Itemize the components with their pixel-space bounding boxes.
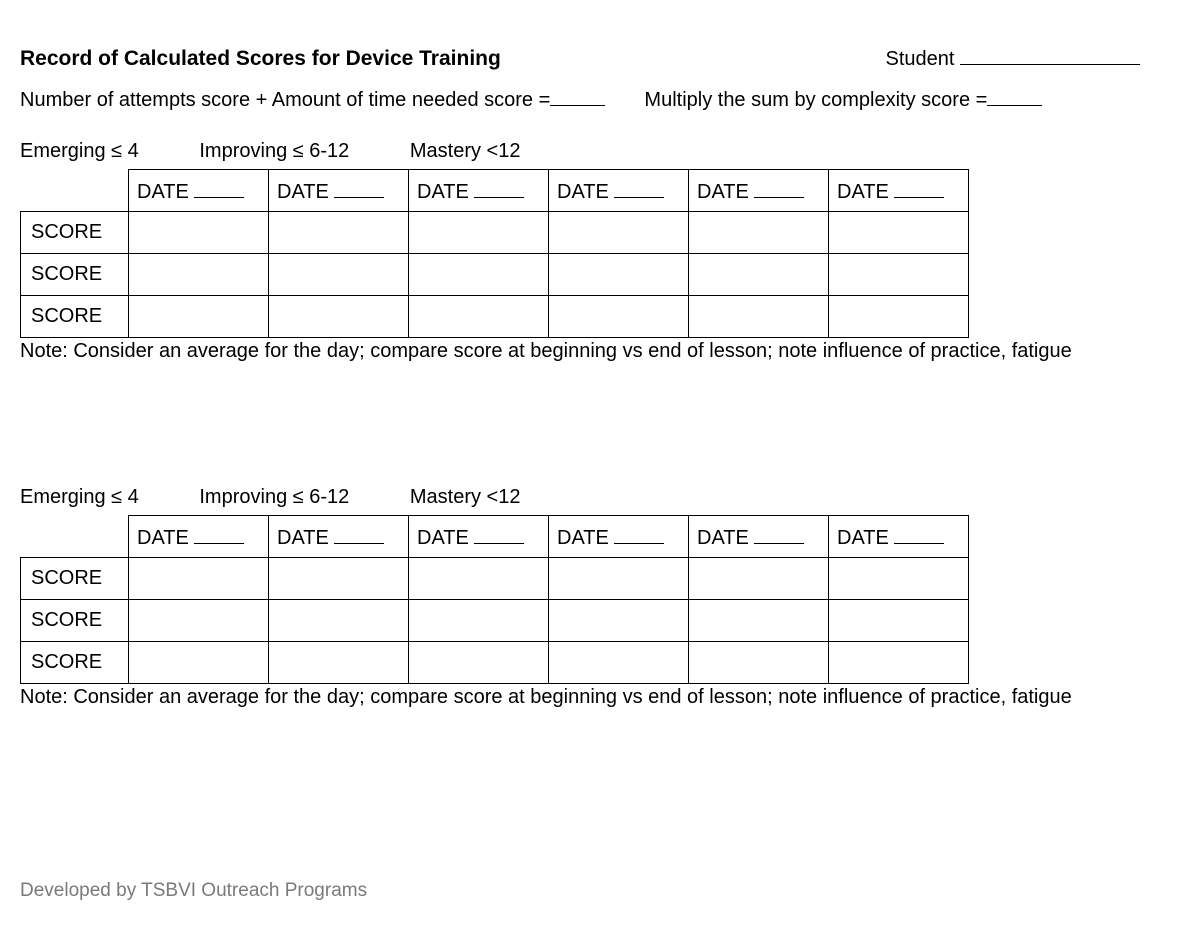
date-header: DATE xyxy=(549,516,689,558)
product-blank[interactable] xyxy=(987,86,1042,106)
score-cell[interactable] xyxy=(269,212,409,254)
score-cell[interactable] xyxy=(409,600,549,642)
table-header-row: DATE DATE DATE DATE DATE DATE xyxy=(21,170,969,212)
table-row: SCORE xyxy=(21,558,969,600)
legend-1: Emerging ≤ 4 Improving ≤ 6-12 Mastery <1… xyxy=(20,140,1180,163)
score-cell[interactable] xyxy=(129,296,269,338)
date-blank[interactable] xyxy=(894,178,944,198)
score-cell[interactable] xyxy=(269,600,409,642)
score-cell[interactable] xyxy=(129,600,269,642)
date-blank[interactable] xyxy=(754,524,804,544)
date-blank[interactable] xyxy=(614,178,664,198)
score-cell[interactable] xyxy=(269,296,409,338)
score-cell[interactable] xyxy=(689,642,829,684)
score-cell[interactable] xyxy=(829,600,969,642)
score-row-label: SCORE xyxy=(21,642,129,684)
date-header: DATE xyxy=(409,170,549,212)
page-title: Record of Calculated Scores for Device T… xyxy=(20,47,501,71)
date-header: DATE xyxy=(829,516,969,558)
date-header: DATE xyxy=(409,516,549,558)
table-row: SCORE xyxy=(21,642,969,684)
score-cell[interactable] xyxy=(549,642,689,684)
score-table-1: DATE DATE DATE DATE DATE DATE SCORE SCOR… xyxy=(20,169,969,338)
score-cell[interactable] xyxy=(829,212,969,254)
score-cell[interactable] xyxy=(409,254,549,296)
date-header: DATE xyxy=(549,170,689,212)
date-header: DATE xyxy=(269,516,409,558)
legend-2: Emerging ≤ 4 Improving ≤ 6-12 Mastery <1… xyxy=(20,486,1180,509)
score-cell[interactable] xyxy=(829,558,969,600)
score-cell[interactable] xyxy=(409,642,549,684)
sum-blank[interactable] xyxy=(550,86,605,106)
date-blank[interactable] xyxy=(334,524,384,544)
score-cell[interactable] xyxy=(409,558,549,600)
score-cell[interactable] xyxy=(129,254,269,296)
student-field: Student xyxy=(885,45,1140,71)
date-header: DATE xyxy=(129,516,269,558)
formula-part1: Number of attempts score + Amount of tim… xyxy=(20,89,550,111)
score-cell[interactable] xyxy=(689,296,829,338)
legend-mastery: Mastery <12 xyxy=(410,486,521,508)
formula-part2: Multiply the sum by complexity score = xyxy=(644,89,987,111)
score-cell[interactable] xyxy=(549,296,689,338)
score-cell[interactable] xyxy=(269,642,409,684)
date-blank[interactable] xyxy=(894,524,944,544)
date-blank[interactable] xyxy=(194,524,244,544)
footer-credit: Developed by TSBVI Outreach Programs xyxy=(20,880,367,902)
score-cell[interactable] xyxy=(689,600,829,642)
score-table-2: DATE DATE DATE DATE DATE DATE SCORE SCOR… xyxy=(20,515,969,684)
date-blank[interactable] xyxy=(194,178,244,198)
legend-emerging: Emerging ≤ 4 xyxy=(20,486,139,508)
score-cell[interactable] xyxy=(269,254,409,296)
student-blank[interactable] xyxy=(960,45,1140,65)
date-header: DATE xyxy=(269,170,409,212)
date-blank[interactable] xyxy=(334,178,384,198)
student-label: Student xyxy=(885,48,954,70)
table-row: SCORE xyxy=(21,254,969,296)
score-row-label: SCORE xyxy=(21,600,129,642)
score-cell[interactable] xyxy=(829,642,969,684)
score-cell[interactable] xyxy=(689,558,829,600)
legend-emerging: Emerging ≤ 4 xyxy=(20,140,139,162)
table-row: SCORE xyxy=(21,296,969,338)
date-header: DATE xyxy=(689,170,829,212)
score-row-label: SCORE xyxy=(21,296,129,338)
score-row-label: SCORE xyxy=(21,212,129,254)
score-cell[interactable] xyxy=(269,558,409,600)
legend-improving: Improving ≤ 6-12 xyxy=(199,140,349,162)
score-cell[interactable] xyxy=(829,296,969,338)
table-row: SCORE xyxy=(21,212,969,254)
table-note-1: Note: Consider an average for the day; c… xyxy=(20,340,1180,363)
table-header-row: DATE DATE DATE DATE DATE DATE xyxy=(21,516,969,558)
score-cell[interactable] xyxy=(689,254,829,296)
score-cell[interactable] xyxy=(409,296,549,338)
table-note-2: Note: Consider an average for the day; c… xyxy=(20,686,1180,709)
formula-line: Number of attempts score + Amount of tim… xyxy=(20,86,1180,112)
table-row: SCORE xyxy=(21,600,969,642)
score-row-label: SCORE xyxy=(21,254,129,296)
date-blank[interactable] xyxy=(754,178,804,198)
score-cell[interactable] xyxy=(689,212,829,254)
date-header: DATE xyxy=(829,170,969,212)
legend-improving: Improving ≤ 6-12 xyxy=(199,486,349,508)
score-cell[interactable] xyxy=(549,212,689,254)
score-cell[interactable] xyxy=(129,212,269,254)
score-cell[interactable] xyxy=(549,558,689,600)
date-blank[interactable] xyxy=(474,178,524,198)
score-cell[interactable] xyxy=(829,254,969,296)
score-row-label: SCORE xyxy=(21,558,129,600)
date-header: DATE xyxy=(129,170,269,212)
legend-mastery: Mastery <12 xyxy=(410,140,521,162)
score-cell[interactable] xyxy=(549,600,689,642)
date-blank[interactable] xyxy=(614,524,664,544)
date-blank[interactable] xyxy=(474,524,524,544)
score-cell[interactable] xyxy=(129,558,269,600)
date-header: DATE xyxy=(689,516,829,558)
score-cell[interactable] xyxy=(409,212,549,254)
score-cell[interactable] xyxy=(129,642,269,684)
score-cell[interactable] xyxy=(549,254,689,296)
